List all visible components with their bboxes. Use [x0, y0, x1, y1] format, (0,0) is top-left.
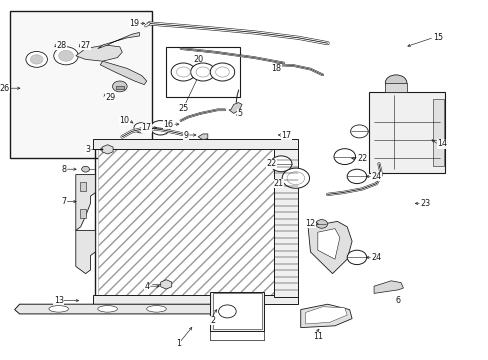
Polygon shape: [317, 229, 339, 259]
Text: 7: 7: [61, 197, 66, 206]
Bar: [10, 11, 151, 158]
Text: 17: 17: [141, 123, 151, 132]
Text: 28: 28: [56, 40, 66, 49]
Bar: [210, 292, 264, 331]
Bar: [80, 209, 85, 218]
Text: 26: 26: [0, 84, 10, 93]
Text: 12: 12: [305, 219, 315, 228]
Circle shape: [215, 67, 229, 77]
Circle shape: [176, 67, 190, 77]
Text: 11: 11: [312, 332, 322, 341]
Bar: [93, 295, 298, 304]
Circle shape: [333, 149, 355, 165]
Circle shape: [315, 220, 327, 228]
Text: 21: 21: [273, 179, 284, 188]
Text: 23: 23: [420, 199, 430, 208]
Ellipse shape: [146, 306, 166, 312]
Polygon shape: [198, 134, 207, 140]
Bar: [385, 83, 406, 92]
Text: 16: 16: [163, 120, 173, 129]
Circle shape: [134, 123, 147, 133]
Circle shape: [346, 169, 366, 184]
Bar: [212, 293, 261, 329]
Polygon shape: [300, 304, 351, 328]
Text: 5: 5: [237, 109, 242, 118]
Polygon shape: [76, 45, 122, 61]
Text: 27: 27: [81, 40, 91, 49]
Text: 17: 17: [281, 130, 291, 139]
Text: 18: 18: [271, 64, 281, 73]
Text: 4: 4: [144, 282, 149, 291]
Circle shape: [218, 305, 236, 318]
Polygon shape: [307, 221, 351, 274]
Polygon shape: [98, 32, 139, 49]
Circle shape: [26, 51, 47, 67]
Polygon shape: [305, 307, 346, 324]
Circle shape: [350, 125, 367, 138]
Text: 24: 24: [371, 172, 381, 181]
Bar: [98, 142, 293, 297]
Circle shape: [210, 63, 234, 81]
Text: 6: 6: [395, 296, 400, 305]
Circle shape: [59, 50, 73, 61]
Text: 8: 8: [61, 165, 66, 174]
Circle shape: [346, 250, 366, 265]
Bar: [95, 140, 295, 299]
Bar: [432, 99, 443, 166]
Circle shape: [270, 156, 291, 172]
Text: 10: 10: [120, 116, 129, 125]
Circle shape: [54, 47, 78, 65]
Ellipse shape: [49, 306, 68, 312]
Text: 13: 13: [54, 296, 63, 305]
Text: 22: 22: [356, 154, 366, 163]
Circle shape: [30, 55, 43, 64]
Text: 25: 25: [178, 104, 188, 112]
Text: 24: 24: [371, 253, 381, 262]
Text: 22: 22: [266, 159, 276, 168]
Polygon shape: [15, 303, 244, 314]
Text: 29: 29: [105, 93, 115, 102]
Circle shape: [385, 75, 406, 91]
Polygon shape: [76, 230, 95, 274]
Text: 15: 15: [432, 33, 442, 42]
Bar: [80, 182, 85, 191]
Polygon shape: [100, 61, 146, 85]
Polygon shape: [228, 103, 242, 113]
Circle shape: [196, 67, 209, 77]
Circle shape: [282, 168, 309, 188]
Circle shape: [150, 121, 170, 135]
Circle shape: [81, 166, 89, 172]
Bar: [116, 86, 123, 89]
Text: 20: 20: [193, 55, 203, 64]
Ellipse shape: [98, 306, 117, 312]
Text: 1: 1: [176, 339, 181, 348]
Polygon shape: [76, 175, 95, 230]
Bar: [273, 149, 298, 297]
Polygon shape: [373, 281, 403, 293]
Text: 2: 2: [210, 316, 215, 325]
Circle shape: [171, 63, 195, 81]
Text: 3: 3: [85, 145, 90, 154]
Circle shape: [286, 172, 304, 185]
Bar: [166, 47, 239, 97]
Text: 19: 19: [129, 19, 139, 28]
Bar: [93, 139, 298, 149]
Circle shape: [190, 63, 215, 81]
Circle shape: [112, 81, 127, 92]
Bar: [368, 92, 444, 173]
Text: 14: 14: [437, 139, 447, 148]
Text: 9: 9: [183, 130, 188, 139]
